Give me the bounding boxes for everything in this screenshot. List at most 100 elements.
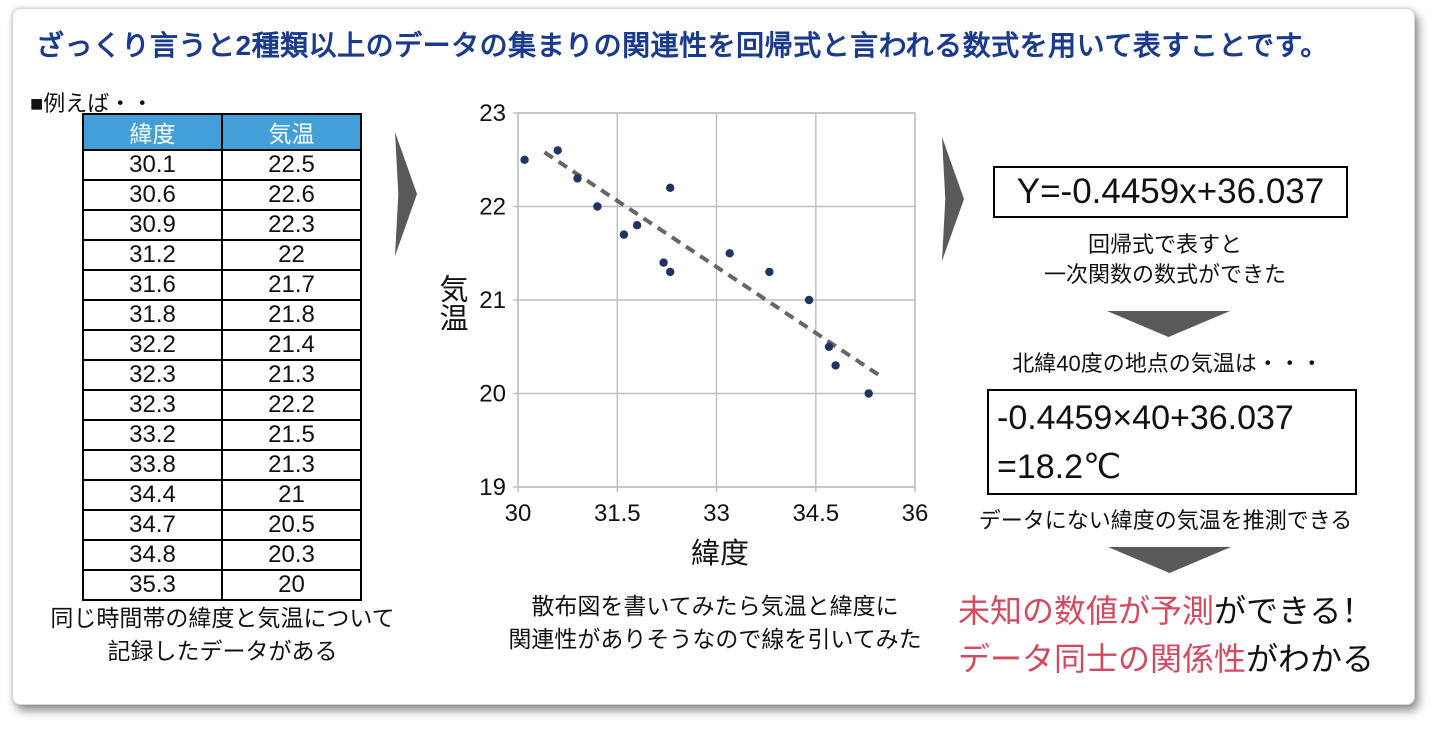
table-cell: 31.2	[82, 239, 223, 271]
scatter-point	[725, 249, 734, 258]
x-tick-label: 31.5	[594, 500, 641, 527]
table-cell: 22.6	[221, 179, 362, 211]
y-axis-label: 気温	[435, 274, 467, 332]
table-row: 34.7 20.5	[82, 509, 362, 541]
table-header-cell: 気温	[221, 113, 362, 151]
scatter-point	[553, 146, 562, 155]
x-axis-label: 緯度	[690, 538, 749, 570]
y-tick-label: 19	[479, 474, 506, 501]
table-cell: 21.4	[221, 329, 362, 361]
table-cell: 34.7	[82, 509, 223, 541]
scatter-point	[831, 361, 840, 370]
x-tick-label: 33	[703, 500, 730, 527]
table-cell: 32.3	[82, 359, 223, 391]
table-row: 31.2 22	[82, 239, 362, 271]
table-cell: 30.6	[82, 179, 223, 211]
table-cell: 21	[221, 479, 362, 511]
table-row: 34.8 20.3	[82, 539, 362, 571]
table-caption: 同じ時間帯の緯度と気温について 記録したデータがある	[25, 602, 420, 668]
table-header-row: 緯度 気温	[82, 113, 362, 151]
example-label: ■例えば・・	[30, 91, 154, 116]
scatter-point	[824, 342, 834, 351]
scatter-point	[666, 183, 675, 192]
page-title: ざっくり言うと2種類以上のデータの集まりの関連性を回帰式と言われる数式を用いて表…	[36, 30, 1329, 61]
latitude-temperature-table: 緯度 気温 30.1 22.5 30.6 22.6 30.9 22.3 31.2 22 31.6 2…	[82, 113, 362, 601]
inference-note: データにない緯度の気温を推測できる	[978, 508, 1353, 533]
plot-border	[517, 112, 916, 488]
table-cell: 34.4	[82, 479, 223, 511]
table-cell: 30.1	[82, 149, 223, 181]
table-row: 30.1 22.5	[82, 149, 362, 181]
scatter-point	[804, 295, 814, 305]
x-tick-label: 34.5	[792, 500, 839, 527]
table-cell: 21.3	[221, 359, 362, 391]
table-cell: 34.8	[82, 539, 223, 571]
table-cell: 35.3	[82, 569, 223, 601]
table-caption-line1: 同じ時間帯の緯度と気温について	[50, 605, 395, 631]
table-cell: 22.2	[221, 389, 362, 421]
x-tick-label: 36	[902, 500, 929, 527]
chart-caption-line2: 関連性がありそうなので線を引いてみた	[508, 626, 922, 652]
scatter-point	[666, 267, 675, 277]
conclusion2-highlight: データ同士の関係性	[958, 641, 1247, 677]
table-cell: 21.8	[221, 299, 362, 331]
table-row: 32.2 21.4	[82, 329, 362, 361]
table-cell: 22	[221, 239, 362, 271]
y-tick-label: 22	[479, 194, 506, 221]
scatter-chart: 30 31.5 33 34.5 36 19 20 21 22 23	[479, 100, 929, 527]
table-cell: 20.5	[221, 509, 362, 541]
prediction-question: 北緯40度の地点の気温は・・・	[1012, 351, 1323, 376]
table-cell: 33.2	[82, 419, 223, 451]
table-row: 33.8 21.3	[82, 449, 362, 481]
table-row: 31.6 21.7	[82, 269, 362, 301]
table-cell: 21.5	[221, 419, 362, 451]
y-tick-label: 23	[479, 100, 506, 127]
table-cell: 33.8	[82, 449, 223, 481]
conclusion-line1: 未知の数値が予測ができる！	[958, 586, 1373, 632]
scatter-point	[632, 221, 642, 230]
scatter-point	[659, 258, 668, 267]
conclusion2-rest: がわかる	[1246, 641, 1375, 677]
table-caption-line2: 記録したデータがある	[107, 638, 338, 664]
calculation-box: -0.4459×40+36.037 =18.2℃	[987, 389, 1357, 495]
regression-note: 回帰式で表すと 一次関数の数式ができた	[975, 230, 1355, 290]
conclusion1-rest: ができる！	[1214, 593, 1374, 629]
table-row: 35.3 20	[82, 569, 362, 601]
table-cell: 31.6	[82, 269, 223, 301]
table-cell: 21.3	[221, 449, 362, 481]
table-cell: 22.3	[221, 209, 362, 241]
data-table-body: 30.1 22.5 30.6 22.6 30.9 22.3 31.2 22 31.6 21.7 31…	[82, 149, 362, 601]
conclusion-line2: データ同士の関係性がわかる	[958, 634, 1374, 680]
scatter-point	[573, 174, 582, 183]
scatter-point	[765, 267, 774, 277]
table-cell: 20	[221, 569, 362, 601]
x-tick-label: 30	[505, 500, 532, 527]
calculation-line1: -0.4459×40+36.037	[997, 399, 1294, 437]
table-cell: 21.7	[221, 269, 362, 301]
table-row: 30.6 22.6	[82, 179, 362, 211]
table-row: 34.4 21	[82, 479, 362, 511]
regression-note-line2: 一次関数の数式ができた	[1043, 262, 1286, 287]
table-cell: 30.9	[82, 209, 223, 241]
table-cell: 32.2	[82, 329, 223, 361]
table-cell: 31.8	[82, 299, 223, 331]
conclusion1-highlight: 未知の数値が予測	[958, 593, 1215, 629]
scatter-point	[593, 202, 602, 211]
scatter-point	[520, 155, 529, 164]
table-header-cell: 緯度	[82, 113, 223, 151]
scatter-point	[864, 389, 873, 398]
trend-line	[543, 150, 880, 377]
table-row: 32.3 21.3	[82, 359, 362, 391]
y-tick-label: 21	[479, 287, 506, 314]
chart-caption-line1: 散布図を書いてみたら気温と緯度に	[531, 593, 899, 619]
y-tick-label: 20	[479, 381, 506, 408]
regression-equation-box: Y=-0.4459x+36.037	[993, 166, 1348, 218]
table-row: 30.9 22.3	[82, 209, 362, 241]
calculation-line2: =18.2℃	[997, 448, 1122, 486]
table-cell: 20.3	[221, 539, 362, 571]
table-row: 31.8 21.8	[82, 299, 362, 331]
table-cell: 22.5	[221, 149, 362, 181]
table-row: 32.3 22.2	[82, 389, 362, 421]
regression-note-line1: 回帰式で表すと	[1087, 232, 1242, 257]
